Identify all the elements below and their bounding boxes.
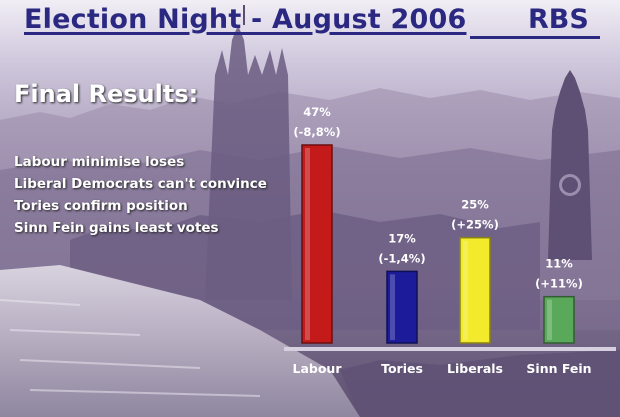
category-label-sinn-fein: Sinn Fein — [526, 361, 591, 376]
category-label-labour: Labour — [293, 361, 343, 376]
bar-sinn-fein — [543, 295, 575, 344]
bar-highlight-tories — [390, 274, 395, 340]
chart-baseline — [284, 347, 616, 351]
title-underline — [470, 36, 600, 39]
value-label-sinn-fein: 11% — [545, 257, 573, 271]
page-title: Election Night - August 2006 — [24, 4, 467, 35]
change-label-labour: (-8,8%) — [293, 125, 340, 139]
value-label-labour: 47% — [303, 105, 331, 119]
brand-logo-text: RBS — [528, 4, 589, 35]
headline-list: Labour minimise loses Liberal Democrats … — [14, 151, 267, 239]
value-label-tories: 17% — [388, 231, 416, 245]
headline-item: Labour minimise loses — [14, 154, 185, 170]
headline-item: Sinn Fein gains least votes — [14, 220, 219, 236]
bar-labour — [301, 144, 333, 344]
change-label-liberals: (+25%) — [451, 218, 499, 232]
category-label-liberals: Liberals — [447, 361, 503, 376]
bar-liberals — [459, 236, 491, 344]
bar-highlight-liberals — [463, 240, 468, 340]
change-label-tories: (-1,4%) — [378, 251, 425, 265]
headline-item: Tories confirm position — [14, 198, 188, 214]
bar-highlight-sinn-fein — [547, 299, 552, 340]
bar-highlight-labour — [305, 148, 310, 340]
value-label-liberals: 25% — [461, 198, 489, 212]
category-label-tories: Tories — [381, 361, 423, 376]
change-label-sinn-fein: (+11%) — [535, 277, 583, 291]
section-heading: Final Results: — [14, 80, 199, 108]
bar-tories — [386, 270, 418, 344]
headline-item: Liberal Democrats can't convince — [14, 176, 267, 192]
